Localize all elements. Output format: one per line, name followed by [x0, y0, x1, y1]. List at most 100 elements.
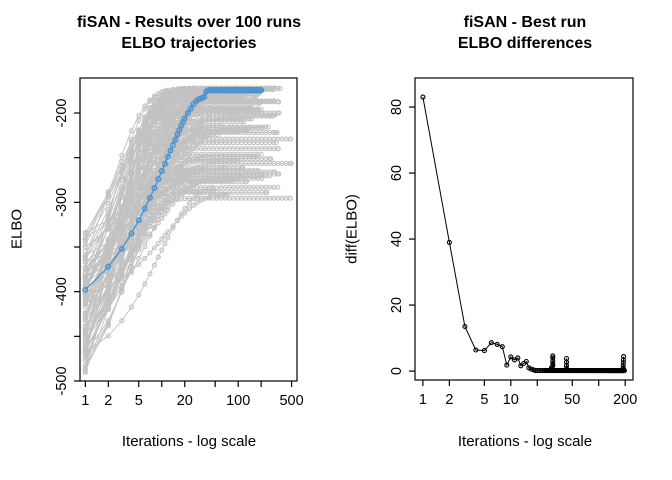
- gray-run-point: [147, 141, 153, 147]
- right-x-axis-label: Iterations - log scale: [457, 433, 593, 450]
- gray-run-point: [258, 107, 264, 113]
- gray-run-point: [105, 218, 111, 224]
- gray-run-point: [82, 304, 88, 310]
- diff-elbo-point: [550, 355, 556, 361]
- best-run-point: [82, 286, 89, 293]
- gray-run-point: [147, 111, 153, 118]
- left-y-tick-label: -400: [54, 277, 70, 306]
- gray-run-point: [273, 140, 279, 146]
- best-run-point: [155, 176, 162, 183]
- right-y-tick-label: 80: [389, 99, 405, 115]
- gray-run-point: [188, 184, 194, 190]
- gray-run-point: [128, 247, 134, 253]
- left-x-tick-label: 2: [104, 393, 112, 409]
- gray-run-point: [142, 255, 148, 261]
- gray-run-point: [275, 146, 281, 152]
- gray-run-point: [147, 132, 153, 138]
- gray-run-point: [165, 115, 171, 121]
- gray-run-point: [233, 129, 239, 135]
- gray-run-point: [155, 213, 161, 219]
- gray-run-point: [287, 195, 293, 201]
- gray-run-point: [128, 136, 134, 143]
- gray-run-point: [136, 157, 142, 163]
- right-x-tick-label: 5: [480, 392, 488, 408]
- right-x-tick-label: 50: [564, 392, 580, 408]
- gray-run-point: [147, 165, 153, 171]
- gray-run-point: [239, 119, 245, 125]
- gray-run-point: [105, 194, 111, 200]
- gray-run-point: [142, 220, 148, 226]
- left-panel-title: fiSAN - Results over 100 runs ELBO traje…: [58, 12, 320, 54]
- diff-elbo-point: [420, 94, 426, 100]
- gray-run-point: [119, 286, 125, 293]
- gray-run-point: [165, 89, 171, 95]
- gray-run-point: [142, 281, 148, 287]
- gray-run-point: [142, 229, 148, 235]
- gray-run-point: [147, 135, 153, 141]
- gray-run-point: [147, 250, 153, 256]
- gray-run-point: [105, 226, 111, 232]
- right-x-tick-label: 10: [503, 392, 519, 408]
- gray-run-point: [151, 262, 157, 268]
- gray-run-point: [182, 210, 188, 216]
- gray-run-point: [147, 106, 153, 112]
- gray-run-point: [82, 252, 88, 258]
- best-run-point: [135, 217, 142, 224]
- gray-run-point: [271, 98, 277, 104]
- diff-elbo-point: [563, 355, 570, 362]
- gray-run-point: [142, 124, 148, 130]
- gray-run-point: [151, 218, 157, 224]
- gray-run-point: [165, 178, 171, 184]
- gray-run-point: [182, 165, 188, 171]
- gray-run-point: [147, 178, 153, 184]
- best-run-point: [146, 194, 153, 201]
- best-run-point: [141, 205, 148, 212]
- gray-run-point: [159, 209, 165, 215]
- left-x-tick-label: 500: [279, 393, 303, 409]
- gray-run-point: [136, 172, 142, 178]
- left-x-axis-label: Iterations - log scale: [121, 433, 257, 450]
- gray-run-point: [119, 257, 125, 263]
- diff-elbo-point: [620, 363, 626, 369]
- gray-run-point: [263, 124, 269, 130]
- gray-run-point: [119, 152, 125, 158]
- gray-run-point: [105, 323, 111, 329]
- gray-run-point: [105, 243, 111, 249]
- gray-run-point: [276, 99, 282, 105]
- best-run-point: [128, 230, 135, 237]
- gray-run-point: [211, 188, 217, 194]
- gray-run-point: [170, 120, 176, 126]
- gray-run-point: [165, 186, 171, 192]
- diff-elbo-point: [473, 347, 479, 353]
- gray-run-point: [136, 231, 142, 237]
- gray-run-line: [84, 126, 269, 305]
- diff-elbo-point: [488, 340, 494, 346]
- gray-run-point: [128, 199, 134, 205]
- right-title-line1: fiSAN - Best run: [463, 14, 587, 31]
- right-y-tick-label: 60: [389, 165, 405, 181]
- diff-elbo-point: [499, 344, 505, 350]
- gray-run-line: [84, 142, 277, 336]
- gray-run-point: [128, 159, 134, 166]
- best-run-point: [158, 168, 165, 175]
- gray-run-point: [170, 128, 176, 134]
- gray-run-point: [165, 202, 171, 209]
- gray-run-point: [105, 299, 111, 306]
- gray-run-point: [288, 160, 294, 166]
- right-x-tick-label: 1: [419, 392, 427, 408]
- gray-run-point: [206, 98, 212, 104]
- gray-run-point: [190, 202, 197, 208]
- gray-run-point: [178, 213, 184, 220]
- gray-run-point: [142, 115, 148, 121]
- gray-run-line: [84, 153, 262, 285]
- gray-run-point: [82, 366, 88, 372]
- gray-run-point: [202, 196, 208, 202]
- gray-run-point: [119, 263, 125, 269]
- left-plot-box: [79, 77, 298, 382]
- gray-run-point: [182, 141, 188, 147]
- gray-run-point: [147, 209, 153, 215]
- gray-run-point: [162, 232, 168, 239]
- gray-run-point: [142, 152, 148, 158]
- gray-run-point: [162, 114, 168, 120]
